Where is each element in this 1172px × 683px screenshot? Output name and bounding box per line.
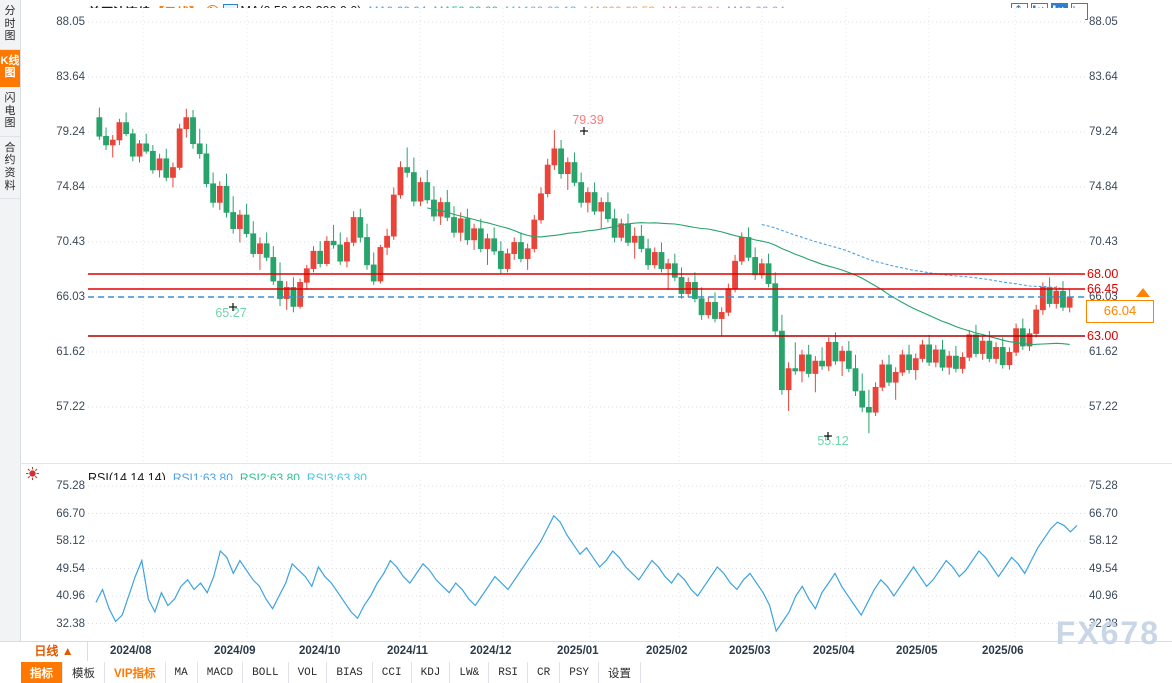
price-tick-label: 83.64	[1089, 71, 1118, 83]
price-tick-label: 70.43	[1089, 236, 1118, 248]
left-sidebar: 分时图 K线图 闪电图 合约资料	[0, 0, 21, 660]
price-tick-label: 79.24	[56, 126, 85, 138]
price-tick-label: 88.05	[56, 16, 85, 28]
bottom-toolbar: 指标 模板 VIP指标 MA MACD BOLL VOL BIAS CCI KDJ LW& RSI CR…	[0, 662, 1172, 683]
rsi-tick-label: 40.96	[56, 590, 85, 602]
level-label-6645: 66.45	[1087, 282, 1119, 296]
x-axis: 日线 ▲ 2024/08 2024/09 2024/10 2024/11 2024/12…	[0, 641, 1172, 663]
rsi-tick-label: 32.38	[1089, 617, 1118, 630]
rsi-tick-label: 58.12	[56, 535, 85, 547]
price-axis-left: 88.05 83.64 79.24 74.84 70.43 66.03 61.62 57.22	[21, 8, 87, 463]
toolbar-item-macd[interactable]: MACD	[198, 662, 244, 683]
toolbar-item-ma[interactable]: MA	[166, 662, 198, 683]
x-axis-tick-label: 2025/06	[982, 645, 1024, 657]
period-selector-button[interactable]: 日线 ▲	[21, 642, 88, 661]
toolbar-item--[interactable]: 指标	[21, 662, 63, 683]
sidebar-item-timeshare[interactable]: 分时图	[0, 0, 20, 50]
price-tick-label: 74.84	[56, 181, 85, 193]
x-axis-tick-label: 2024/09	[214, 645, 256, 657]
price-tick-label: 74.84	[1089, 181, 1118, 193]
price-tick-label: 70.43	[56, 236, 85, 248]
rsi-tick-label: 75.28	[56, 480, 85, 492]
x-axis-tick-label: 2025/01	[557, 645, 599, 657]
toolbar-item--[interactable]: 设置	[599, 662, 642, 683]
x-axis-tick-label: 2025/05	[896, 645, 938, 657]
rsi-axis-left: 75.28 66.70 58.12 49.54 40.96 32.38	[21, 480, 87, 640]
sidebar-item-lightning[interactable]: 闪电图	[0, 87, 20, 137]
price-tick-label: 79.24	[1089, 126, 1118, 138]
rsi-tick-label: 58.12	[1089, 535, 1118, 547]
rsi-tick-label: 66.70	[1089, 507, 1118, 520]
price-tick-label: 61.62	[1089, 346, 1118, 358]
toolbar-item--[interactable]: 模板	[63, 662, 105, 683]
svg-text:65.27: 65.27	[215, 306, 246, 320]
toolbar-item-vol[interactable]: VOL	[289, 662, 328, 683]
svg-text:55.12: 55.12	[817, 434, 848, 448]
rsi-tick-label: 32.38	[56, 617, 85, 630]
price-tick-label: 61.62	[56, 346, 85, 358]
toolbar-item-boll[interactable]: BOLL	[243, 662, 289, 683]
toolbar-item-cr[interactable]: CR	[528, 662, 561, 683]
rsi-tick-label: 75.28	[1089, 480, 1118, 492]
level-label-68: 68.00	[1087, 267, 1119, 281]
price-tick-label: 57.22	[1089, 401, 1118, 413]
toolbar-item-psy[interactable]: PSY	[560, 662, 600, 683]
x-axis-tick-label: 2024/08	[110, 645, 152, 657]
rsi-tick-label: 49.54	[56, 562, 85, 575]
rsi-settings-sun-icon[interactable]	[25, 466, 40, 481]
price-tick-label: 66.03	[56, 291, 85, 303]
sidebar-item-contract-info[interactable]: 合约资料	[0, 137, 20, 200]
price-tag-arrow-icon	[1136, 288, 1150, 297]
toolbar-item-kdj[interactable]: KDJ	[412, 662, 451, 683]
x-axis-tick-label: 2025/04	[813, 645, 855, 657]
toolbar-item-cci[interactable]: CCI	[373, 662, 412, 683]
x-axis-tick-label: 2024/12	[470, 645, 512, 657]
price-tick-label: 57.22	[56, 401, 85, 413]
rsi-tick-label: 49.54	[1089, 562, 1118, 575]
toolbar-item-vip-[interactable]: VIP指标	[105, 662, 166, 683]
rsi-tick-label: 66.70	[56, 507, 85, 520]
current-price-tag: 66.04	[1086, 300, 1154, 323]
toolbar-item-rsi[interactable]: RSI	[489, 662, 529, 683]
x-axis-tick-label: 2024/11	[387, 645, 428, 657]
level-label-63: 63.00	[1087, 329, 1119, 343]
price-tick-label: 88.05	[1089, 16, 1118, 28]
toolbar-item-lw-[interactable]: LW&	[450, 662, 490, 683]
price-axis-right: 88.05 83.64 79.24 74.84 70.43 66.03 61.62 57.22	[1085, 8, 1147, 463]
rsi-tick-label: 40.96	[1089, 590, 1118, 602]
price-chart-canvas[interactable]: 79.39 65.27 55.12	[88, 8, 1085, 463]
toolbar-item-bias[interactable]: BIAS	[327, 662, 373, 683]
sidebar-item-kline[interactable]: K线图	[0, 49, 20, 87]
rsi-chart-canvas[interactable]	[88, 480, 1085, 640]
panel-divider	[20, 463, 1172, 464]
x-axis-tick-label: 2025/03	[729, 645, 771, 657]
rsi-axis-right: 75.28 66.70 58.12 49.54 40.96 32.38	[1085, 480, 1147, 640]
x-axis-tick-label: 2024/10	[299, 645, 341, 657]
svg-text:79.39: 79.39	[572, 113, 603, 127]
x-axis-tick-label: 2025/02	[646, 645, 688, 657]
price-tick-label: 83.64	[56, 71, 85, 83]
